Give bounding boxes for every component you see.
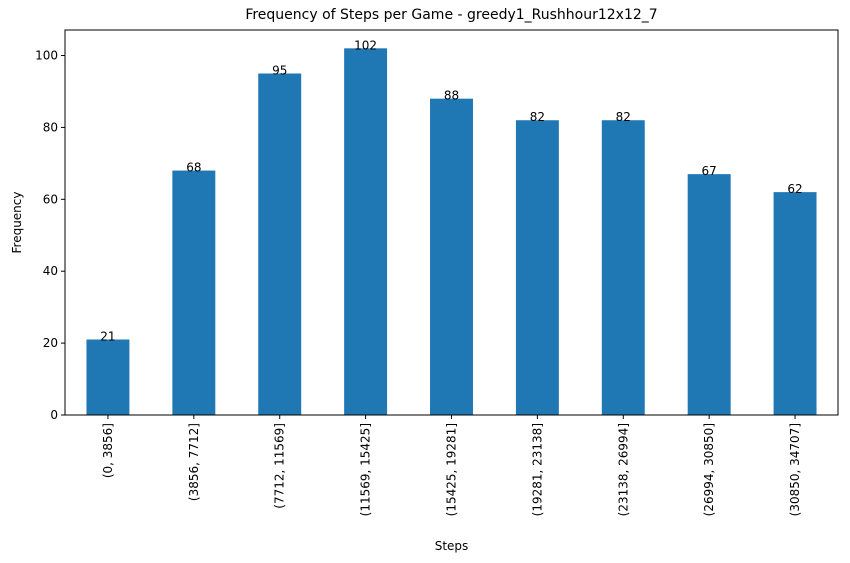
y-axis: 0 20 40 60 80 100 xyxy=(35,49,65,422)
x-axis-label: Steps xyxy=(435,539,469,553)
x-tick-label-6: (23138, 26994] xyxy=(616,423,630,516)
x-tick-label-3: (11569, 15425] xyxy=(359,423,373,516)
bar-value-label-4: 88 xyxy=(444,89,459,103)
y-tick-label-0: 0 xyxy=(50,408,58,422)
x-tick-label-1: (3856, 7712] xyxy=(187,423,201,501)
bar-value-label-5: 82 xyxy=(530,110,545,124)
x-tick-label-0: (0, 3856] xyxy=(101,423,115,478)
y-tick-label-2: 40 xyxy=(43,264,58,278)
bar-value-label-0: 21 xyxy=(100,330,115,344)
chart-title: Frequency of Steps per Game - greedy1_Ru… xyxy=(245,7,657,23)
bar-0 xyxy=(86,339,130,415)
x-tick-label-4: (15425, 19281] xyxy=(445,423,459,516)
bar-value-label-6: 82 xyxy=(616,110,631,124)
bar-6 xyxy=(601,120,645,415)
bar-8 xyxy=(773,192,817,415)
y-tick-label-4: 80 xyxy=(43,120,58,134)
x-tick-label-2: (7712, 11569] xyxy=(273,423,287,509)
bar-5 xyxy=(515,120,559,415)
bar-value-label-1: 68 xyxy=(186,161,201,175)
x-axis: (0, 3856] (3856, 7712] (7712, 11569] (11569… xyxy=(101,415,802,516)
plot-frame xyxy=(64,29,839,416)
x-tick-label-7: (26994, 30850] xyxy=(702,423,716,516)
bar-value-label-2: 95 xyxy=(272,63,287,77)
bar-3 xyxy=(344,48,388,415)
bar-1 xyxy=(172,170,216,415)
bar-value-label-3: 102 xyxy=(354,38,377,52)
bar-value-label-7: 67 xyxy=(702,164,717,178)
x-tick-label-5: (19281, 23138] xyxy=(530,423,544,516)
bar-2 xyxy=(258,73,302,415)
y-tick-label-5: 100 xyxy=(35,49,58,63)
bars-group xyxy=(86,48,817,416)
y-tick-label-1: 20 xyxy=(43,336,58,350)
bar-value-label-8: 62 xyxy=(787,182,802,196)
value-labels-group: 21 68 95 102 88 82 82 67 62 xyxy=(100,38,802,343)
y-axis-label: Frequency xyxy=(10,192,24,254)
y-tick-label-3: 60 xyxy=(43,192,58,206)
bar-4 xyxy=(430,98,473,416)
bar-7 xyxy=(687,174,731,415)
x-tick-label-8: (30850, 34707] xyxy=(788,423,802,516)
